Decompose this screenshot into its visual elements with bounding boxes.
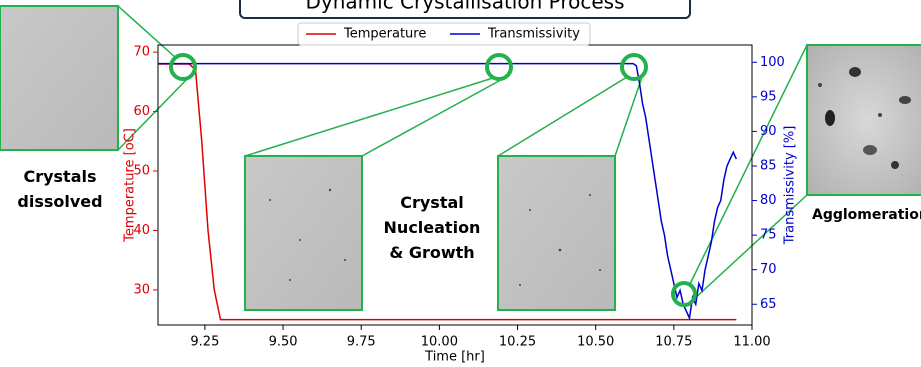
x-axis-label: Time [hr]: [424, 350, 485, 365]
x-tick-label: 11.00: [733, 335, 770, 350]
y2-tick-label: 100: [760, 55, 785, 70]
y2-tick-label: 95: [760, 89, 777, 104]
y2-tick-label: 85: [760, 158, 777, 173]
y-tick-label: 70: [133, 45, 150, 60]
chart-title: Dynamic Crystallisation Process: [306, 0, 625, 14]
annotation: Agglomeration: [812, 207, 921, 223]
y-axis-label: Temperature [oC]: [123, 128, 138, 243]
legend-label: Temperature: [343, 27, 426, 42]
x-tick-label: 10.50: [577, 335, 614, 350]
legend-label: Transmissivity: [487, 27, 580, 42]
y2-tick-label: 90: [760, 124, 777, 139]
x-tick-label: 10.75: [655, 335, 692, 350]
y2-tick-label: 80: [760, 193, 777, 208]
x-tick-label: 9.25: [190, 335, 219, 350]
y2-axis-label: Transmissivity [%]: [783, 126, 798, 246]
y-tick-label: 60: [133, 104, 150, 119]
x-tick-label: 10.00: [421, 335, 458, 350]
x-tick-label: 10.25: [499, 335, 536, 350]
x-tick-label: 9.50: [269, 335, 298, 350]
y2-tick-label: 70: [760, 262, 777, 277]
y2-tick-label: 65: [760, 297, 777, 312]
chart: Dynamic Crystallisation Process 9.25 9.50…: [0, 0, 921, 367]
y2-tick-label: 75: [760, 228, 777, 243]
y-tick-label: 30: [133, 282, 150, 297]
x-tick-label: 9.75: [347, 335, 376, 350]
